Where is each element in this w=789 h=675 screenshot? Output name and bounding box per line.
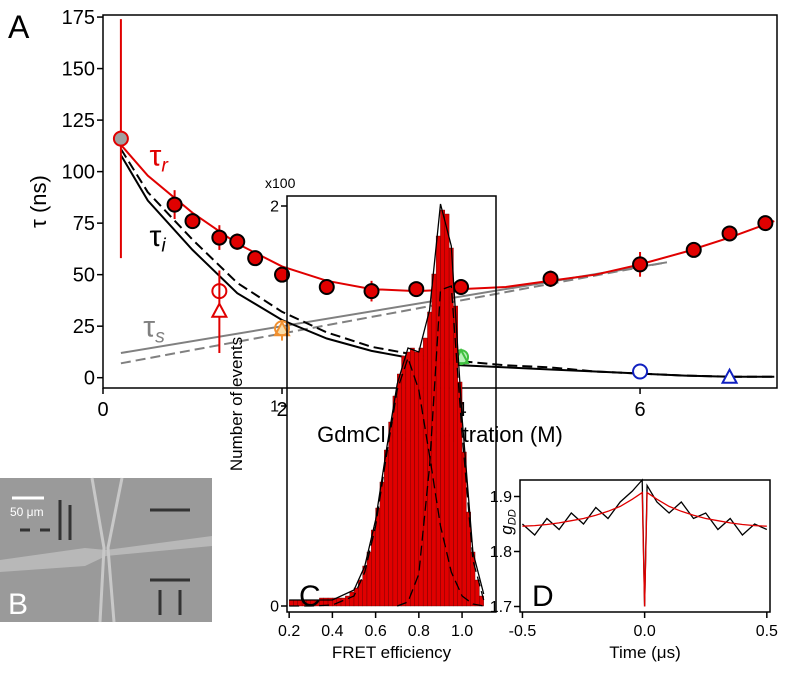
y-tick-label: 1.9: [490, 489, 512, 506]
structure: [20, 500, 190, 615]
bar: [422, 337, 428, 607]
y-tick-label: 100: [62, 162, 95, 184]
label: τs: [143, 310, 165, 347]
x-axis-label: FRET efficiency: [332, 643, 452, 662]
y-tick-label: 25: [73, 316, 95, 338]
point: [274, 320, 291, 337]
scale-label: 50 μm: [10, 505, 44, 519]
micrograph: 50 μm B: [0, 477, 212, 623]
label-sub: r: [161, 154, 169, 176]
curve: [396, 285, 485, 607]
label: τi: [150, 220, 167, 257]
label-sub: DD: [506, 509, 518, 525]
point: [229, 233, 246, 250]
point: [632, 256, 649, 273]
x-tick-label: 0.0: [634, 623, 656, 640]
bar: [384, 449, 389, 607]
x-tick-label: -0.5: [509, 623, 537, 640]
y-tick-label: 150: [62, 59, 95, 81]
curve: [120, 261, 668, 365]
bar: [392, 395, 398, 607]
point: [211, 229, 228, 246]
point: [720, 367, 739, 384]
x-tick-label: 0.6: [364, 623, 386, 640]
x-tick-label: 2: [276, 399, 287, 421]
x-tick-label: 6: [634, 399, 645, 421]
panel-letter: D: [532, 580, 554, 613]
label-main: g: [497, 525, 516, 535]
point: [210, 301, 229, 318]
point: [721, 225, 738, 242]
bar: [405, 351, 411, 607]
bar: [349, 591, 355, 607]
label: τr: [150, 139, 170, 176]
label-main: τ: [150, 139, 162, 172]
x-tick-label: 0.2: [278, 623, 300, 640]
curve: [289, 355, 484, 607]
x-tick-label: 1.0: [451, 623, 473, 640]
point: [757, 215, 774, 232]
y-tick-label: 125: [62, 110, 95, 132]
y-tick-label: 50: [73, 265, 95, 287]
panel-letter: B: [8, 588, 28, 621]
x-axis-label: Time (μs): [609, 643, 681, 662]
bar: [431, 273, 437, 607]
bar: [401, 355, 407, 607]
point: [112, 130, 129, 147]
bar: [409, 347, 415, 607]
point: [632, 363, 649, 380]
point: [184, 213, 201, 230]
y-unit: x100: [265, 175, 296, 191]
y-axis-label: Number of events: [227, 337, 246, 471]
channel: [0, 536, 212, 572]
bar: [397, 373, 402, 607]
y-tick-label: 75: [73, 213, 95, 235]
label-main: τ: [143, 310, 155, 343]
bar: [340, 597, 346, 607]
bar: [388, 421, 394, 607]
point: [166, 196, 183, 213]
y-tick-label: 1: [270, 399, 279, 416]
point: [274, 266, 291, 283]
point: [453, 279, 470, 296]
label: gDD: [497, 509, 518, 534]
x-tick-label: 0.4: [321, 623, 343, 640]
bar: [293, 599, 299, 607]
point: [408, 281, 425, 298]
x-tick-label: 0: [97, 399, 108, 421]
y-tick-label: 2: [270, 199, 279, 216]
panel-letter: C: [299, 580, 321, 613]
curve: [289, 203, 485, 601]
point: [685, 241, 702, 258]
bar: [453, 305, 458, 607]
plot-frame: [286, 195, 497, 613]
y-tick-label: 175: [62, 7, 95, 29]
point: [542, 270, 559, 287]
bar: [440, 209, 445, 607]
curve: [522, 491, 767, 607]
label-sub: i: [161, 235, 166, 257]
label-main: τ: [150, 220, 162, 253]
y-tick-label: 0: [84, 368, 95, 390]
point: [363, 283, 380, 300]
bar: [379, 481, 385, 607]
bar: [353, 587, 359, 607]
bar: [474, 579, 480, 607]
point: [247, 250, 264, 267]
x-tick-label: 0.8: [408, 623, 430, 640]
y-tick-label: 0: [270, 599, 279, 616]
channel-edge: [90, 477, 124, 623]
point: [318, 279, 335, 296]
y-axis-label: τ (ns): [26, 175, 51, 228]
y-tick-label: 1.8: [490, 544, 512, 561]
bar: [288, 599, 294, 607]
y-tick-label: 1.7: [490, 599, 512, 616]
label-sub: s: [155, 325, 165, 347]
panel-letter: A: [8, 9, 30, 45]
x-tick-label: 0.5: [756, 623, 778, 640]
